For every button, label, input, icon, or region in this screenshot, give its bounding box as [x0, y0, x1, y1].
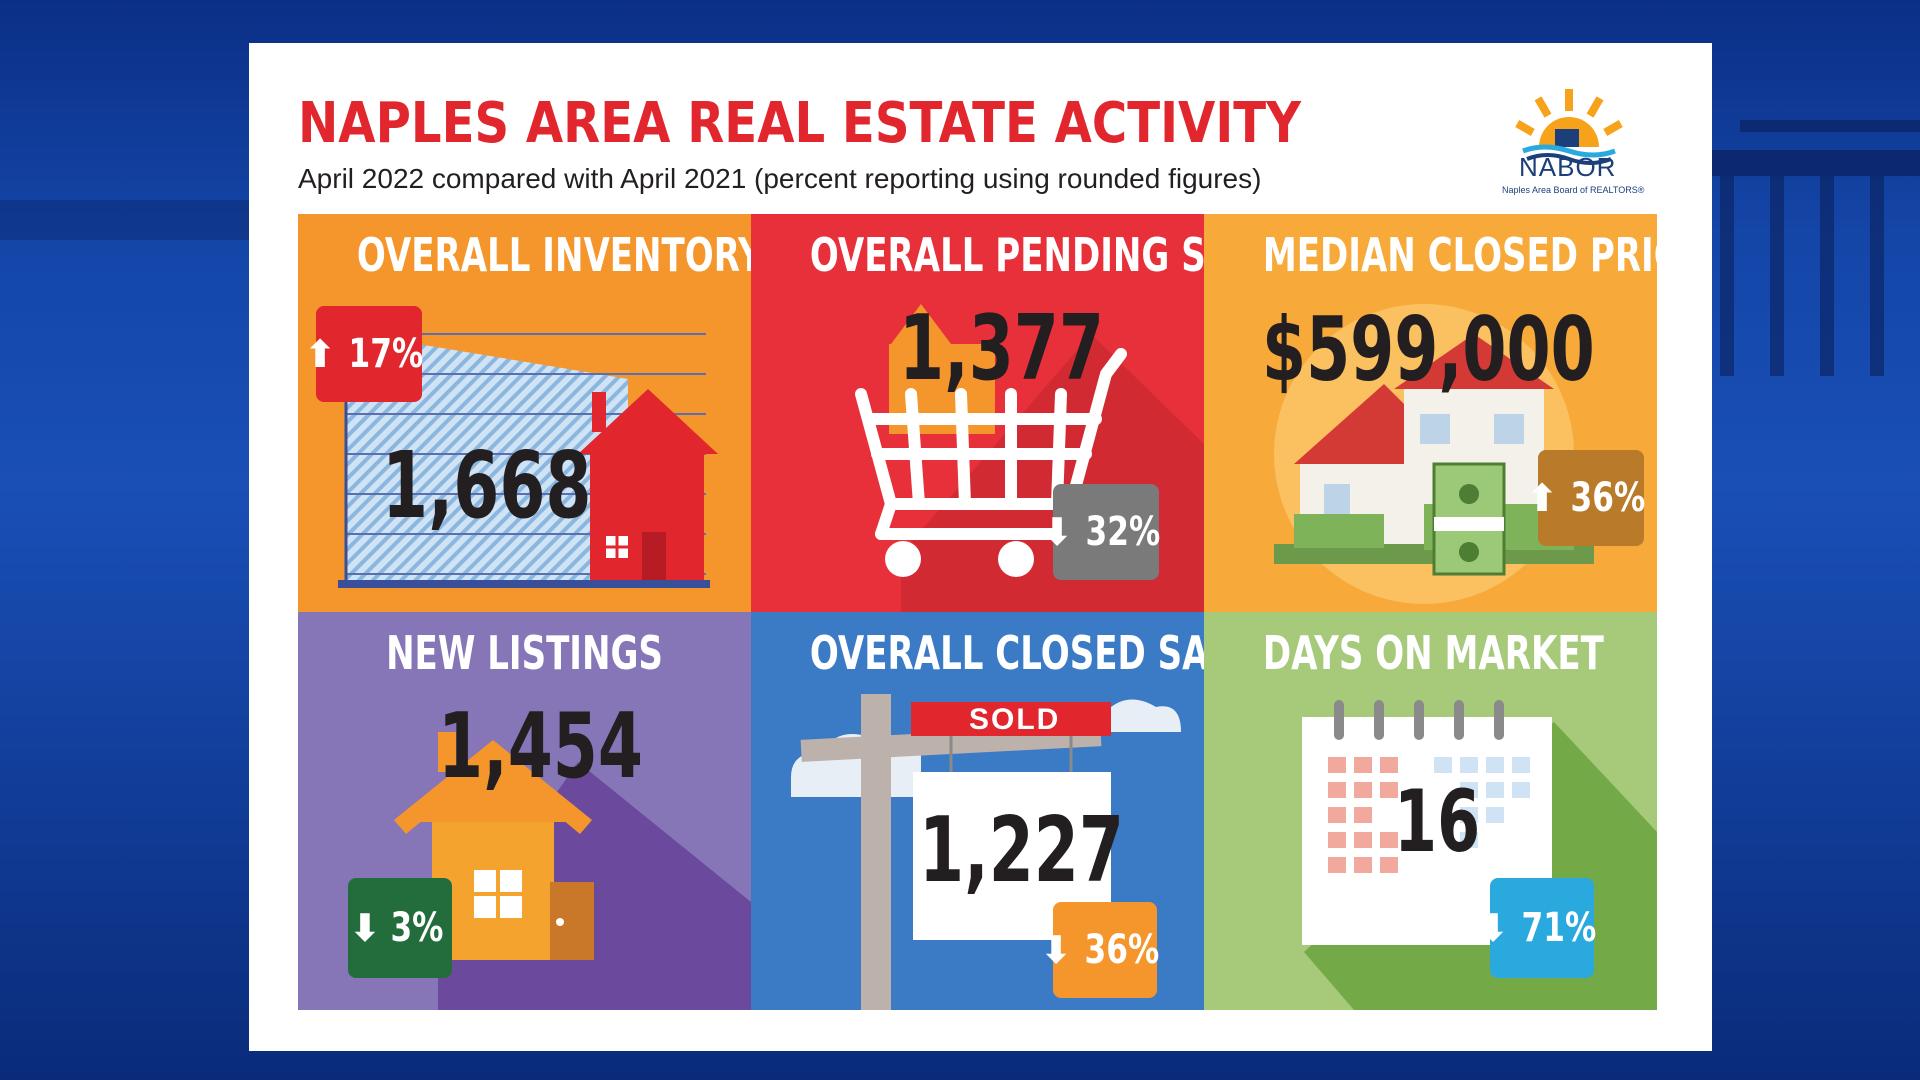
change-percent: 36%: [1570, 475, 1646, 521]
tile-days-on-market: DAYS ON MARKET 16 ⬇ 71%: [1204, 612, 1657, 1010]
tile-value: 1,454: [438, 694, 643, 799]
change-percent: 36%: [1084, 927, 1160, 973]
tile-label: DAYS ON MARKET: [1262, 626, 1604, 680]
infographic-card: NAPLES AREA REAL ESTATE ACTIVITY April 2…: [249, 43, 1712, 1051]
sun-house-waves-logo-icon: [1515, 89, 1623, 165]
arrow-down-icon: ⬇: [349, 906, 381, 950]
tile-label: NEW LISTINGS: [386, 626, 663, 680]
tile-label: OVERALL CLOSED SALES: [809, 626, 1204, 680]
sold-sign-text: SOLD: [969, 703, 1061, 736]
tile-value: 1,227: [919, 798, 1124, 903]
stats-grid: OVERALL INVENTORY 1,668 ⬆ 17%: [298, 214, 1657, 1010]
change-percent: 17%: [348, 331, 424, 377]
arrow-down-icon: ⬇: [1041, 510, 1074, 554]
change-badge: ⬆ 17%: [304, 306, 424, 402]
tile-label: MEDIAN CLOSED PRICE: [1262, 228, 1657, 282]
arrow-up-icon: ⬆: [304, 332, 337, 376]
tile-value: 16: [1394, 772, 1481, 872]
tile-overall-pending-sales: OVERALL PENDING SALES 1,377 ⬇ 32%: [751, 214, 1204, 612]
tile-new-listings: NEW LISTINGS 1,454 ⬇ 3%: [298, 612, 751, 1010]
change-percent: 71%: [1521, 905, 1597, 951]
tile-label: OVERALL INVENTORY: [356, 228, 751, 282]
calendar-icon: [1302, 700, 1657, 1010]
tile-value: 1,668: [382, 432, 592, 539]
tile-overall-inventory: OVERALL INVENTORY 1,668 ⬆ 17%: [298, 214, 751, 612]
logo-name: NABOR: [1519, 152, 1617, 182]
arrow-down-icon: ⬇: [1040, 928, 1073, 972]
house-money-icon: [1274, 304, 1594, 604]
tile-median-closed-price: MEDIAN CLOSED PRICE $599,000 ⬆ 36%: [1204, 214, 1657, 612]
tile-overall-closed-sales: OVERALL CLOSED SALES SOLD 1,227 ⬇ 36%: [751, 612, 1204, 1010]
change-percent: 32%: [1085, 509, 1161, 555]
change-badge: ⬇ 32%: [1041, 484, 1161, 580]
page-subtitle: April 2022 compared with April 2021 (per…: [298, 163, 1262, 194]
tile-value: 1,377: [899, 296, 1104, 401]
change-badge: ⬇ 71%: [1477, 878, 1597, 978]
arrow-up-icon: ⬆: [1526, 476, 1559, 520]
change-badge: ⬆ 36%: [1526, 450, 1646, 546]
tile-value: $599,000: [1262, 298, 1595, 401]
change-badge: ⬇ 36%: [1040, 902, 1160, 998]
change-percent: 3%: [390, 905, 444, 951]
change-badge: ⬇ 3%: [348, 878, 452, 978]
page-title: NAPLES AREA REAL ESTATE ACTIVITY: [298, 91, 1301, 156]
logo-tagline: Naples Area Board of REALTORS®: [1502, 185, 1645, 195]
house-icon: [394, 732, 751, 1010]
tile-label: OVERALL PENDING SALES: [809, 228, 1204, 282]
arrow-down-icon: ⬇: [1477, 906, 1510, 950]
